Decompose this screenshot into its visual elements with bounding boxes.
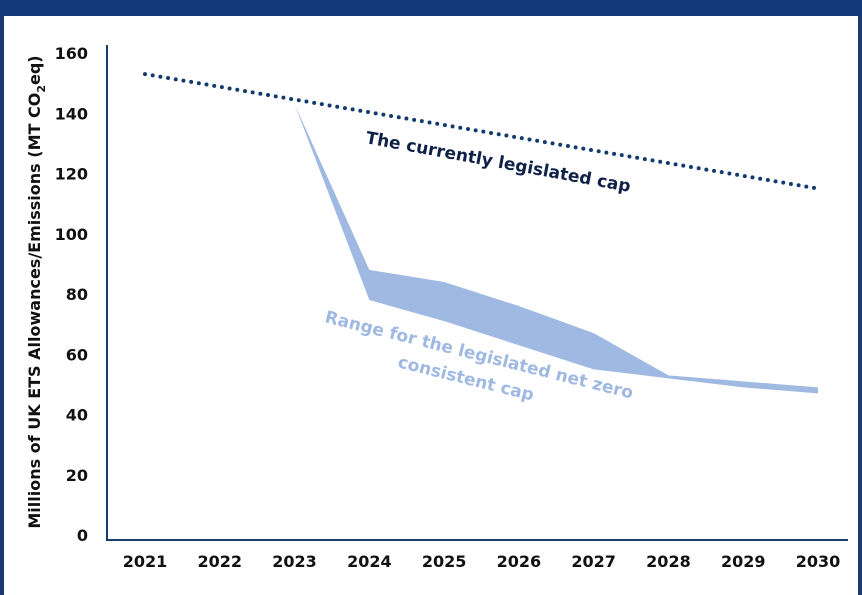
y-tick-label: 160 (55, 44, 88, 63)
header-bar (0, 0, 862, 16)
y-tick-label: 100 (55, 225, 88, 244)
y-axis-label-subscript: 2 (35, 85, 48, 93)
x-tick-label: 2024 (347, 552, 392, 571)
y-tick-label: 80 (66, 285, 88, 304)
x-tick-label: 2025 (422, 552, 467, 571)
cap-line-label: The currently legislated cap (364, 128, 632, 197)
y-axis-label: Millions of UK ETS Allowances/Emissions … (25, 55, 48, 528)
x-tick-label: 2021 (123, 552, 168, 571)
y-tick-label: 40 (66, 406, 88, 425)
y-axis-label-end: eq) (25, 55, 44, 85)
net-zero-range-band (294, 104, 818, 394)
y-tick-label: 140 (55, 104, 88, 123)
series-line-0 (143, 72, 820, 191)
x-tick-label: 2022 (198, 552, 243, 571)
y-tick-label: 120 (55, 165, 88, 184)
x-tick-label: 2026 (497, 552, 542, 571)
tick-layer: 0 20 40 60 80 100 120 140 160 2021 2022 2023 2024 202… (55, 44, 841, 571)
x-tick-label: 2029 (721, 552, 766, 571)
x-tick-label: 2030 (796, 552, 841, 571)
x-tick-label: 2027 (571, 552, 616, 571)
x-tick-label: 2023 (272, 552, 317, 571)
y-tick-label: 0 (77, 526, 88, 545)
band-layer (294, 104, 818, 394)
y-tick-label: 20 (66, 466, 88, 485)
axis-layer (106, 45, 848, 541)
line-layer (143, 72, 820, 191)
y-tick-label: 60 (66, 345, 88, 364)
x-tick-label: 2028 (646, 552, 691, 571)
